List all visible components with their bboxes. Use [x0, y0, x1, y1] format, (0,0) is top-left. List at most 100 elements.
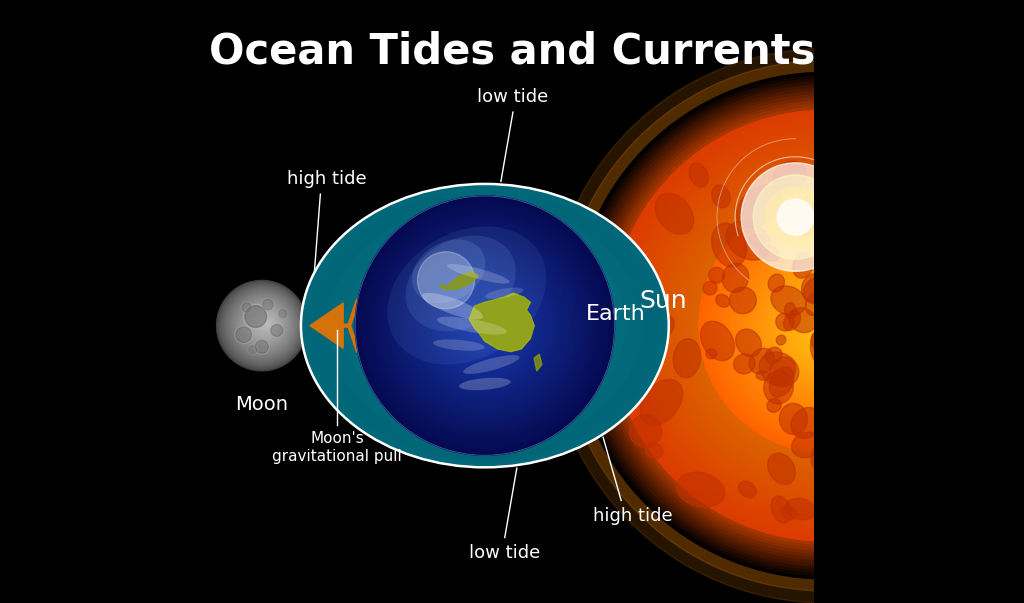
Ellipse shape	[310, 191, 659, 460]
Circle shape	[579, 79, 1024, 573]
Circle shape	[377, 218, 593, 434]
Ellipse shape	[893, 216, 923, 253]
Circle shape	[633, 133, 1019, 519]
Circle shape	[775, 275, 877, 376]
Circle shape	[404, 245, 565, 406]
Circle shape	[741, 163, 850, 271]
Circle shape	[476, 317, 494, 334]
Ellipse shape	[973, 424, 985, 436]
Circle shape	[660, 161, 990, 490]
Circle shape	[457, 297, 513, 354]
Circle shape	[791, 291, 860, 361]
Circle shape	[240, 300, 289, 349]
Circle shape	[375, 215, 595, 436]
Circle shape	[220, 284, 304, 367]
Text: Moon's
gravitational pull: Moon's gravitational pull	[272, 431, 402, 464]
Circle shape	[435, 276, 535, 375]
Circle shape	[699, 199, 952, 452]
Circle shape	[737, 237, 914, 414]
Text: Ocean Tides and Currents: Ocean Tides and Currents	[209, 30, 815, 72]
Circle shape	[449, 289, 521, 362]
Circle shape	[746, 247, 904, 405]
Circle shape	[248, 345, 258, 355]
Ellipse shape	[904, 139, 938, 168]
Circle shape	[756, 256, 895, 396]
Ellipse shape	[768, 274, 784, 292]
Text: low tide: low tide	[469, 543, 541, 561]
Circle shape	[443, 285, 526, 367]
Circle shape	[750, 250, 901, 402]
Circle shape	[234, 326, 253, 344]
Ellipse shape	[863, 228, 889, 251]
Ellipse shape	[861, 391, 905, 426]
Ellipse shape	[905, 417, 934, 444]
Ellipse shape	[379, 244, 591, 408]
Ellipse shape	[703, 281, 717, 295]
Ellipse shape	[858, 346, 889, 367]
Circle shape	[262, 299, 273, 310]
Ellipse shape	[412, 239, 485, 303]
Circle shape	[225, 288, 300, 362]
Text: high tide: high tide	[594, 507, 673, 525]
Ellipse shape	[760, 245, 779, 261]
Circle shape	[759, 259, 892, 392]
Ellipse shape	[771, 496, 792, 523]
Circle shape	[355, 196, 614, 455]
Circle shape	[639, 139, 1013, 513]
Ellipse shape	[776, 313, 794, 331]
Circle shape	[797, 297, 854, 354]
Circle shape	[219, 283, 304, 368]
Ellipse shape	[785, 498, 815, 520]
Circle shape	[439, 280, 530, 371]
Circle shape	[254, 339, 269, 355]
Circle shape	[582, 82, 1024, 569]
Ellipse shape	[655, 194, 693, 234]
Ellipse shape	[726, 221, 771, 260]
Ellipse shape	[328, 204, 642, 447]
Ellipse shape	[830, 315, 864, 347]
Circle shape	[244, 304, 268, 329]
Circle shape	[373, 213, 597, 438]
Ellipse shape	[922, 363, 935, 373]
Ellipse shape	[781, 505, 797, 520]
Text: high tide: high tide	[287, 170, 367, 188]
Circle shape	[743, 243, 908, 408]
Circle shape	[610, 110, 1024, 541]
Ellipse shape	[791, 408, 822, 438]
Ellipse shape	[810, 330, 842, 371]
Circle shape	[451, 291, 519, 360]
Ellipse shape	[700, 321, 734, 361]
Circle shape	[446, 286, 523, 364]
Ellipse shape	[645, 443, 663, 459]
Circle shape	[683, 183, 968, 468]
Circle shape	[260, 317, 272, 330]
Ellipse shape	[430, 283, 540, 368]
Ellipse shape	[776, 335, 785, 345]
Ellipse shape	[629, 415, 662, 447]
Circle shape	[258, 315, 274, 332]
Circle shape	[230, 292, 296, 358]
Ellipse shape	[929, 280, 966, 320]
Circle shape	[677, 177, 975, 475]
Circle shape	[248, 307, 283, 341]
Circle shape	[392, 233, 578, 418]
Ellipse shape	[811, 437, 846, 475]
Polygon shape	[469, 293, 535, 352]
Ellipse shape	[964, 197, 979, 218]
Circle shape	[727, 227, 924, 424]
Circle shape	[243, 303, 287, 346]
Circle shape	[223, 286, 301, 364]
Circle shape	[466, 306, 504, 345]
Ellipse shape	[433, 339, 484, 351]
Circle shape	[762, 262, 889, 389]
Circle shape	[233, 295, 294, 355]
Circle shape	[816, 316, 835, 335]
Circle shape	[781, 281, 869, 370]
Circle shape	[665, 164, 987, 487]
Circle shape	[800, 300, 851, 351]
Ellipse shape	[387, 226, 546, 365]
Circle shape	[229, 292, 297, 359]
Circle shape	[572, 72, 1024, 579]
Ellipse shape	[839, 187, 856, 201]
Ellipse shape	[889, 273, 921, 305]
